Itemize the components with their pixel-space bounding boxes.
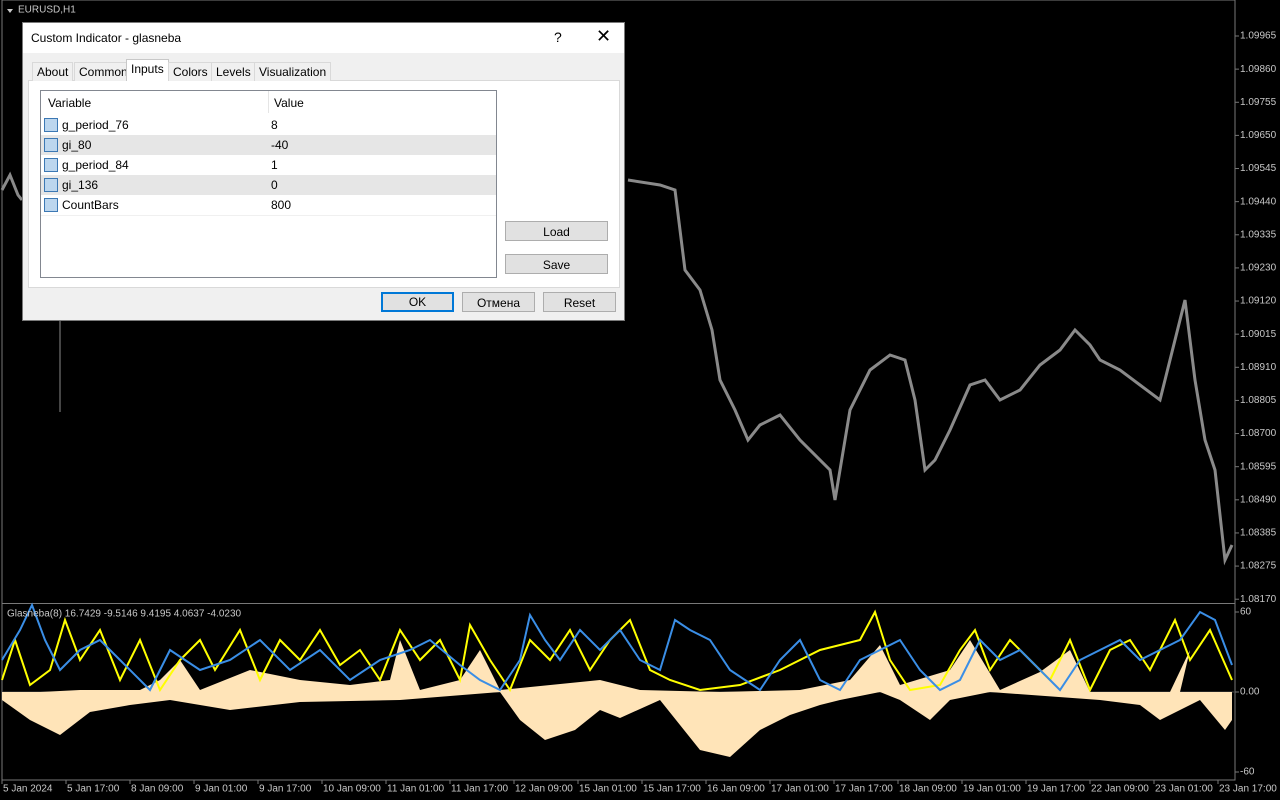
column-divider (268, 91, 269, 113)
save-button[interactable]: Save (505, 254, 608, 274)
price-label: 1.09120 (1240, 296, 1277, 307)
indicator-axis-label: 60 (1240, 607, 1252, 618)
type-icon (44, 138, 58, 152)
price-label: 1.08910 (1240, 362, 1277, 373)
price-label: 1.09230 (1240, 263, 1277, 274)
price-label: 1.08595 (1240, 461, 1277, 472)
price-label: 1.09440 (1240, 196, 1277, 207)
tab[interactable]: Levels (211, 62, 256, 81)
symbol-label: EURUSD,H1 (18, 5, 76, 16)
time-label: 9 Jan 17:00 (259, 784, 312, 795)
time-label: 15 Jan 01:00 (579, 784, 637, 795)
price-label: 1.08700 (1240, 428, 1277, 439)
price-candles (627, 178, 1234, 566)
title-bar: Custom Indicator - glasneba ? ✕ (23, 23, 624, 53)
price-candles (0, 171, 24, 201)
indicator-axis-label: 0.00 (1240, 687, 1260, 698)
variable-name: g_period_84 (62, 158, 129, 172)
row-bg[interactable] (41, 175, 496, 196)
axes: 1.09965 1.09860 1.09755 1.09650 1.09545 1.094… (1, 31, 1277, 795)
time-label: 5 Jan 2024 (3, 784, 53, 795)
close-button[interactable]: ✕ (596, 26, 612, 46)
variable-value[interactable]: 8 (271, 118, 278, 132)
time-label: 19 Jan 01:00 (963, 784, 1021, 795)
time-label: 11 Jan 01:00 (387, 784, 445, 795)
time-label: 17 Jan 01:00 (771, 784, 829, 795)
price-label: 1.09335 (1240, 229, 1277, 240)
price-label: 1.09965 (1240, 31, 1277, 42)
price-label: 1.09015 (1240, 329, 1277, 340)
indicator-label: Glasneba(8) 16.7429 -9.5146 9.4195 4.063… (7, 609, 242, 620)
load-button[interactable]: Load (505, 221, 608, 241)
time-label: 17 Jan 17:00 (835, 784, 893, 795)
variable-value[interactable]: 1 (271, 158, 278, 172)
variable-name: gi_136 (62, 178, 99, 192)
time-label: 8 Jan 09:00 (131, 784, 184, 795)
time-label: 16 Jan 09:00 (707, 784, 765, 795)
time-label: 23 Jan 17:00 (1219, 784, 1277, 795)
ok-button[interactable]: OK (381, 292, 454, 312)
type-icon (44, 198, 58, 212)
price-label: 1.09650 (1240, 130, 1277, 141)
price-label: 1.08275 (1240, 561, 1277, 572)
variable-value[interactable]: 0 (271, 178, 278, 192)
price-label: 1.08385 (1240, 528, 1277, 539)
cancel-button[interactable]: Отмена (462, 292, 535, 312)
price-label: 1.08170 (1240, 594, 1277, 605)
price-label: 1.09860 (1240, 64, 1277, 75)
variable-name: g_period_76 (62, 118, 129, 132)
time-label: 15 Jan 17:00 (643, 784, 701, 795)
indicator-histogram (2, 640, 1232, 757)
tab[interactable]: Common (74, 62, 133, 81)
price-label: 1.08490 (1240, 494, 1277, 505)
type-icon (44, 118, 58, 132)
time-label: 10 Jan 09:00 (323, 784, 381, 795)
time-label: 18 Jan 09:00 (899, 784, 957, 795)
indicator-axis-label: -60 (1240, 767, 1255, 778)
tab[interactable]: Visualization (254, 62, 332, 81)
column-header[interactable]: Variable (48, 96, 92, 110)
reset-button[interactable]: Reset (543, 292, 616, 312)
price-label: 1.08805 (1240, 395, 1277, 406)
symbol-arrow (7, 9, 13, 13)
tab[interactable]: Colors (168, 62, 213, 81)
time-label: 11 Jan 17:00 (451, 784, 509, 795)
column-header[interactable]: Value (274, 96, 304, 110)
tab[interactable]: About (32, 62, 74, 81)
dialog-title: Custom Indicator - glasneba (31, 31, 182, 45)
price-label: 1.09755 (1240, 97, 1277, 108)
time-label: 19 Jan 17:00 (1027, 784, 1085, 795)
type-icon (44, 178, 58, 192)
variable-value[interactable]: -40 (271, 138, 289, 152)
variable-name: gi_80 (62, 138, 92, 152)
row-bg[interactable] (41, 195, 496, 216)
time-label: 12 Jan 09:00 (515, 784, 573, 795)
tab[interactable]: Inputs (126, 59, 169, 81)
indicator-line-blue (1, 602, 1233, 692)
time-label: 22 Jan 09:00 (1091, 784, 1149, 795)
chart-frame (1, 0, 1236, 781)
variable-value[interactable]: 800 (271, 198, 292, 212)
inputs-table: Variable Value g_period_76 8 gi_80 -40 g_per… (40, 90, 497, 278)
price-label: 1.09545 (1240, 163, 1277, 174)
time-label: 9 Jan 01:00 (195, 784, 248, 795)
indicator-dialog: Custom Indicator - glasneba ? ✕ About Com… (22, 22, 625, 321)
time-label: 5 Jan 17:00 (67, 784, 120, 795)
help-button[interactable]: ? (554, 29, 562, 45)
type-icon (44, 158, 58, 172)
variable-name: CountBars (62, 198, 119, 212)
time-label: 23 Jan 01:00 (1155, 784, 1213, 795)
row-bg[interactable] (41, 135, 496, 156)
